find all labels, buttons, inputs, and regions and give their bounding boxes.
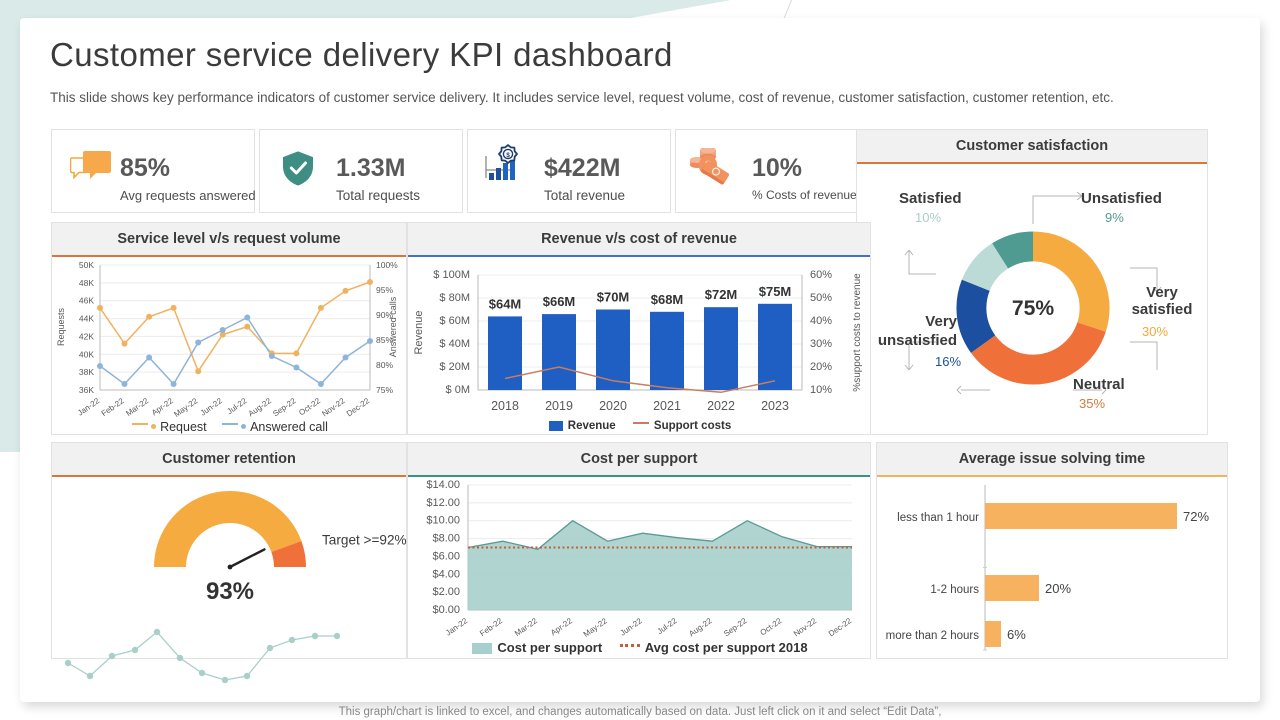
svg-text:80%: 80% bbox=[376, 360, 393, 370]
svg-text:$6.00: $6.00 bbox=[432, 550, 460, 562]
svg-text:Sep-22: Sep-22 bbox=[271, 396, 298, 418]
svg-text:$68M: $68M bbox=[651, 292, 684, 307]
svg-text:$66M: $66M bbox=[543, 294, 576, 309]
svg-text:75%: 75% bbox=[1012, 297, 1054, 320]
svg-text:20%: 20% bbox=[810, 361, 832, 373]
svg-text:Mar-22: Mar-22 bbox=[124, 396, 150, 418]
svg-text:2020: 2020 bbox=[599, 399, 627, 413]
svg-text:44K: 44K bbox=[79, 314, 94, 324]
svg-text:46K: 46K bbox=[79, 296, 94, 306]
svg-text:Sep-22: Sep-22 bbox=[722, 616, 749, 638]
svg-text:Requests: Requests bbox=[56, 307, 66, 346]
svg-text:Target >=92%: Target >=92% bbox=[322, 533, 407, 548]
svg-text:Jul-22: Jul-22 bbox=[225, 396, 248, 416]
svg-text:85%: 85% bbox=[376, 335, 393, 345]
svg-text:more than 2 hours: more than 2 hours bbox=[886, 630, 980, 642]
svg-text:$8.00: $8.00 bbox=[432, 533, 460, 545]
svg-text:Aug-22: Aug-22 bbox=[247, 396, 274, 418]
svg-text:less than 1 hour: less than 1 hour bbox=[897, 512, 979, 524]
svg-text:$ 100M: $ 100M bbox=[433, 269, 470, 281]
svg-text:$75M: $75M bbox=[759, 284, 792, 299]
svg-text:72%: 72% bbox=[1183, 509, 1209, 524]
svg-text:48K: 48K bbox=[79, 278, 94, 288]
svg-text:Answered calls: Answered calls bbox=[388, 296, 398, 357]
svg-text:$ 40M: $ 40M bbox=[439, 338, 470, 350]
svg-text:$4.00: $4.00 bbox=[432, 568, 460, 580]
svg-text:$ 20M: $ 20M bbox=[439, 361, 470, 373]
svg-text:50K: 50K bbox=[79, 260, 94, 270]
svg-text:Nov-22: Nov-22 bbox=[320, 396, 347, 418]
svg-text:Oct-22: Oct-22 bbox=[297, 396, 322, 417]
svg-text:May-22: May-22 bbox=[172, 396, 199, 419]
svg-text:Oct-22: Oct-22 bbox=[758, 616, 783, 637]
svg-text:Apr-22: Apr-22 bbox=[150, 396, 175, 417]
svg-text:20%: 20% bbox=[1045, 581, 1071, 596]
svg-text:Jan-22: Jan-22 bbox=[444, 616, 470, 638]
svg-text:100%: 100% bbox=[376, 260, 398, 270]
svg-text:Revenue: Revenue bbox=[413, 310, 425, 354]
svg-text:Feb-22: Feb-22 bbox=[478, 616, 504, 638]
svg-text:$ 0M: $ 0M bbox=[446, 384, 470, 396]
svg-text:Jan-22: Jan-22 bbox=[76, 396, 102, 418]
svg-text:$: $ bbox=[506, 152, 510, 159]
svg-text:Jun-22: Jun-22 bbox=[199, 396, 225, 418]
svg-text:2021: 2021 bbox=[653, 399, 681, 413]
svg-text:10%: 10% bbox=[810, 384, 832, 396]
svg-text:Nov-22: Nov-22 bbox=[792, 616, 819, 638]
svg-text:Dec-22: Dec-22 bbox=[827, 616, 854, 638]
svg-text:$ 80M: $ 80M bbox=[439, 292, 470, 304]
svg-text:30%: 30% bbox=[810, 338, 832, 350]
svg-text:%support costs to revenue: %support costs to revenue bbox=[852, 273, 863, 392]
svg-text:Jul-22: Jul-22 bbox=[656, 616, 679, 636]
svg-text:2022: 2022 bbox=[707, 399, 735, 413]
svg-text:Mar-22: Mar-22 bbox=[513, 616, 539, 638]
svg-text:$2.00: $2.00 bbox=[432, 586, 460, 598]
svg-text:2019: 2019 bbox=[545, 399, 573, 413]
svg-text:$ 60M: $ 60M bbox=[439, 315, 470, 327]
svg-text:$64M: $64M bbox=[489, 296, 522, 311]
svg-text:38K: 38K bbox=[79, 367, 94, 377]
svg-text:May-22: May-22 bbox=[582, 616, 609, 639]
svg-text:95%: 95% bbox=[376, 285, 393, 295]
svg-text:$12.00: $12.00 bbox=[426, 497, 460, 509]
svg-text:40K: 40K bbox=[79, 349, 94, 359]
svg-text:50%: 50% bbox=[810, 292, 832, 304]
svg-text:Apr-22: Apr-22 bbox=[549, 616, 574, 637]
svg-text:1-2 hours: 1-2 hours bbox=[930, 584, 979, 596]
svg-text:75%: 75% bbox=[376, 385, 393, 395]
svg-text:2023: 2023 bbox=[761, 399, 789, 413]
svg-text:$72M: $72M bbox=[705, 287, 738, 302]
svg-text:$10.00: $10.00 bbox=[426, 515, 460, 527]
svg-text:$0.00: $0.00 bbox=[432, 604, 460, 616]
svg-text:$70M: $70M bbox=[597, 290, 630, 305]
svg-text:6%: 6% bbox=[1007, 627, 1026, 642]
svg-text:Dec-22: Dec-22 bbox=[345, 396, 372, 418]
svg-text:Jun-22: Jun-22 bbox=[618, 616, 644, 638]
svg-text:90%: 90% bbox=[376, 310, 393, 320]
svg-text:60%: 60% bbox=[810, 269, 832, 281]
svg-text:$14.00: $14.00 bbox=[426, 479, 460, 491]
svg-text:Feb-22: Feb-22 bbox=[100, 396, 126, 418]
svg-text:Aug-22: Aug-22 bbox=[687, 616, 714, 638]
svg-text:42K: 42K bbox=[79, 331, 94, 341]
svg-text:36K: 36K bbox=[79, 385, 94, 395]
svg-text:2018: 2018 bbox=[491, 399, 519, 413]
svg-text:40%: 40% bbox=[810, 315, 832, 327]
